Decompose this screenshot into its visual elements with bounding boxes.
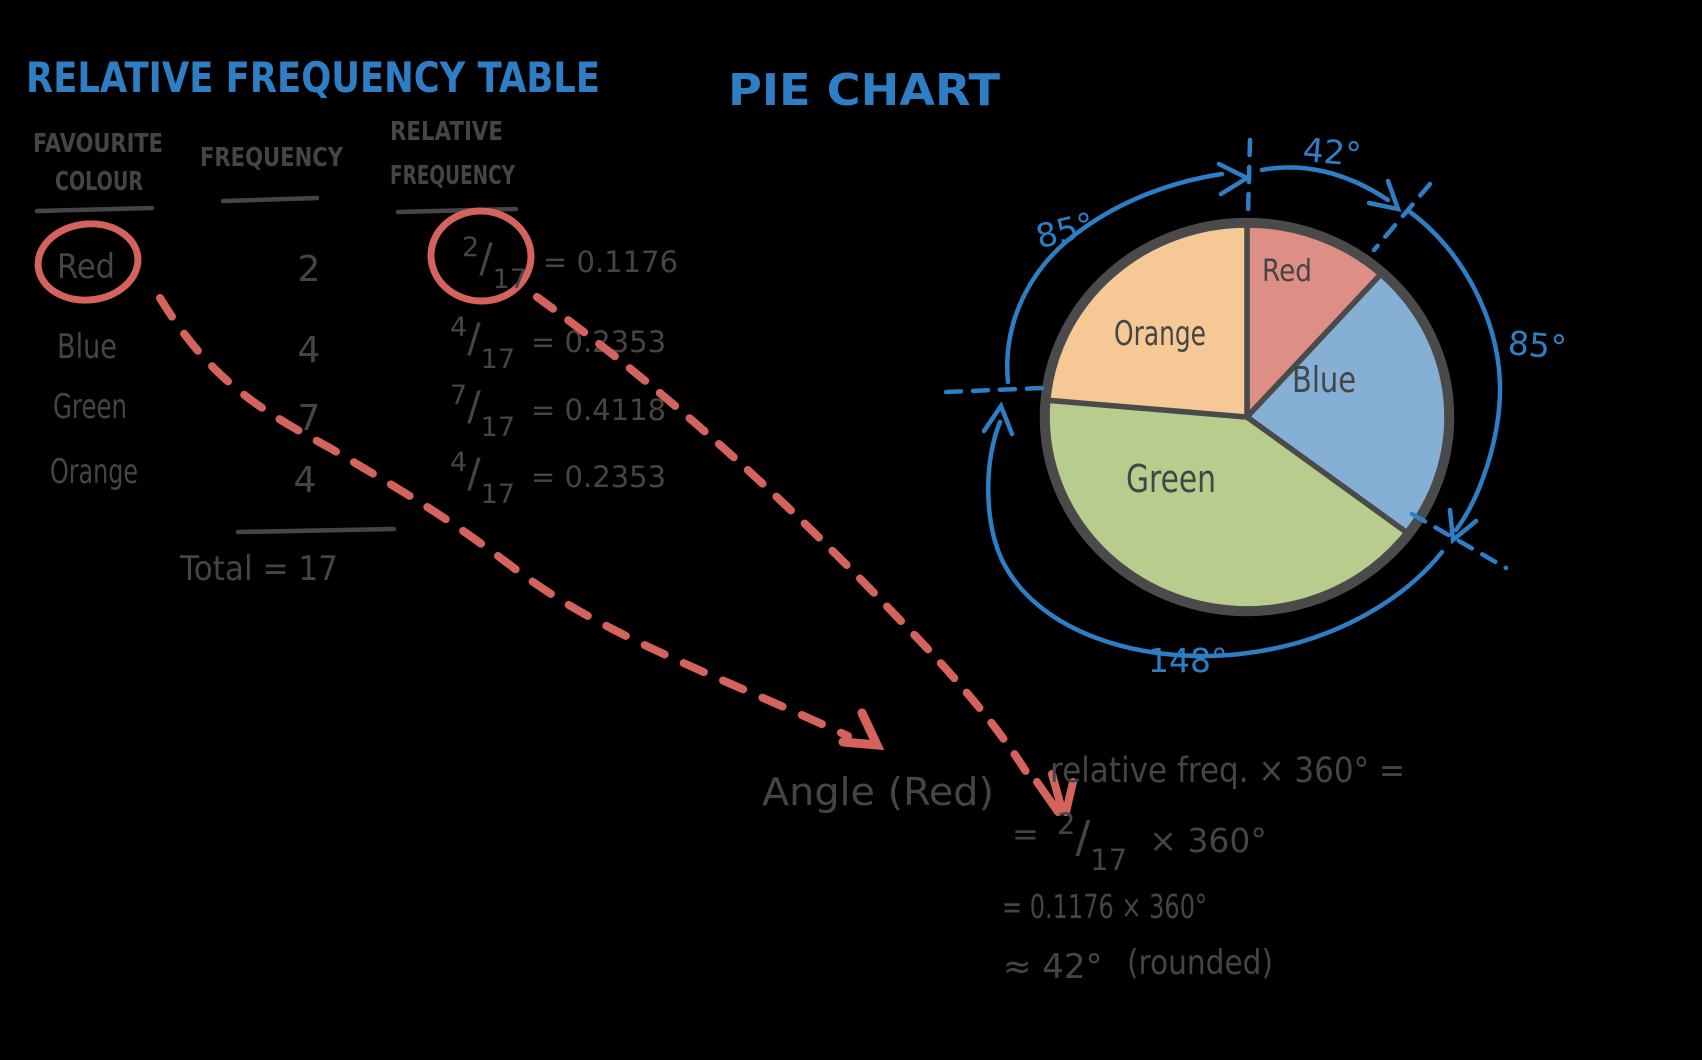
freq-value-blue: 4 bbox=[298, 330, 321, 371]
freq-value-red: 2 bbox=[298, 249, 321, 290]
formula-line4-value: ≈ 42° bbox=[1003, 947, 1103, 987]
relfreq-green: 7/17= 0.4118 bbox=[450, 380, 666, 443]
col2-underline bbox=[220, 195, 320, 204]
arrowhead-arc-green bbox=[981, 401, 1015, 437]
angle-label-green: 148° bbox=[1148, 641, 1228, 680]
formula-line4-note: (rounded) bbox=[1127, 943, 1273, 983]
pie-outline bbox=[1039, 217, 1455, 617]
arrowhead-arc-blue bbox=[1447, 507, 1479, 545]
formula-lhs: Angle (Red) bbox=[762, 770, 994, 814]
arrowhead-red-connector-1 bbox=[838, 708, 885, 751]
formula-line2-fraction: 2/17 × 360° bbox=[1057, 807, 1267, 877]
angle-arc-red bbox=[1259, 165, 1391, 203]
col-header-relative-frequency: FREQUENCY bbox=[390, 161, 516, 191]
angle-arc-blue bbox=[1407, 209, 1503, 533]
pie-label-green: Green bbox=[1126, 457, 1216, 501]
col-header-favourite: FAVOURITE bbox=[33, 129, 163, 159]
col3-underline bbox=[395, 206, 519, 215]
pie-slices bbox=[1044, 222, 1450, 612]
relfreq-orange: 4/17= 0.2353 bbox=[450, 447, 666, 510]
row-label-green: Green bbox=[53, 387, 127, 427]
red-word-circle-annotation bbox=[34, 220, 142, 304]
pie-label-blue: Blue bbox=[1292, 360, 1356, 401]
arrowhead-arc-orange bbox=[1216, 161, 1252, 197]
relfreq-blue: 4/17= 0.2353 bbox=[450, 312, 666, 375]
dashed-connector-red-word bbox=[156, 294, 852, 740]
formula-line2-eq: = bbox=[1012, 815, 1039, 853]
col-header-colour: COLOUR bbox=[55, 167, 143, 197]
col1-underline bbox=[34, 205, 155, 214]
pie-slice-blue bbox=[1244, 271, 1450, 536]
pie-title: PIE CHART bbox=[728, 65, 1000, 116]
angle-label-blue: 85° bbox=[1506, 323, 1568, 367]
formula-line3: = 0.1176 × 360° bbox=[1002, 887, 1207, 926]
row-label-red: Red bbox=[57, 247, 115, 287]
col-header-relative: RELATIVE bbox=[390, 117, 503, 147]
pie-label-orange: Orange bbox=[1114, 314, 1206, 354]
boundary-tick-green-orange bbox=[943, 385, 1045, 395]
boundary-tick-red-blue bbox=[1371, 181, 1433, 253]
arrowhead-arc-red bbox=[1366, 178, 1402, 213]
boundary-tick-blue-green bbox=[1409, 511, 1509, 571]
pie-label-red: Red bbox=[1262, 254, 1312, 289]
pie-slice-green bbox=[1044, 397, 1410, 612]
table-title: RELATIVE FREQUENCY TABLE bbox=[26, 53, 600, 102]
arrowhead-red-connector-2 bbox=[1033, 770, 1077, 816]
formula-rhs1: relative freq. × 360° = bbox=[1050, 751, 1405, 791]
total-label: Total = 17 bbox=[179, 549, 338, 589]
col-header-frequency: FREQUENCY bbox=[200, 143, 344, 173]
dashed-connector-red-fraction bbox=[533, 293, 1034, 782]
pie-slice-orange bbox=[1045, 222, 1250, 420]
red-fraction-circle-annotation bbox=[427, 207, 535, 305]
relfreq-red: 2/17= 0.1176 bbox=[462, 232, 678, 295]
angle-label-orange: 85° bbox=[1032, 204, 1098, 256]
total-rule bbox=[235, 526, 397, 535]
row-label-blue: Blue bbox=[57, 327, 117, 367]
angle-arc-green bbox=[986, 419, 1445, 659]
angle-label-red: 42° bbox=[1301, 130, 1363, 174]
angle-arc-orange bbox=[1005, 171, 1225, 385]
freq-value-green: 7 bbox=[298, 398, 321, 439]
pie-slice-red bbox=[1244, 222, 1384, 420]
freq-value-orange: 4 bbox=[294, 460, 317, 501]
row-label-orange: Orange bbox=[50, 452, 138, 492]
